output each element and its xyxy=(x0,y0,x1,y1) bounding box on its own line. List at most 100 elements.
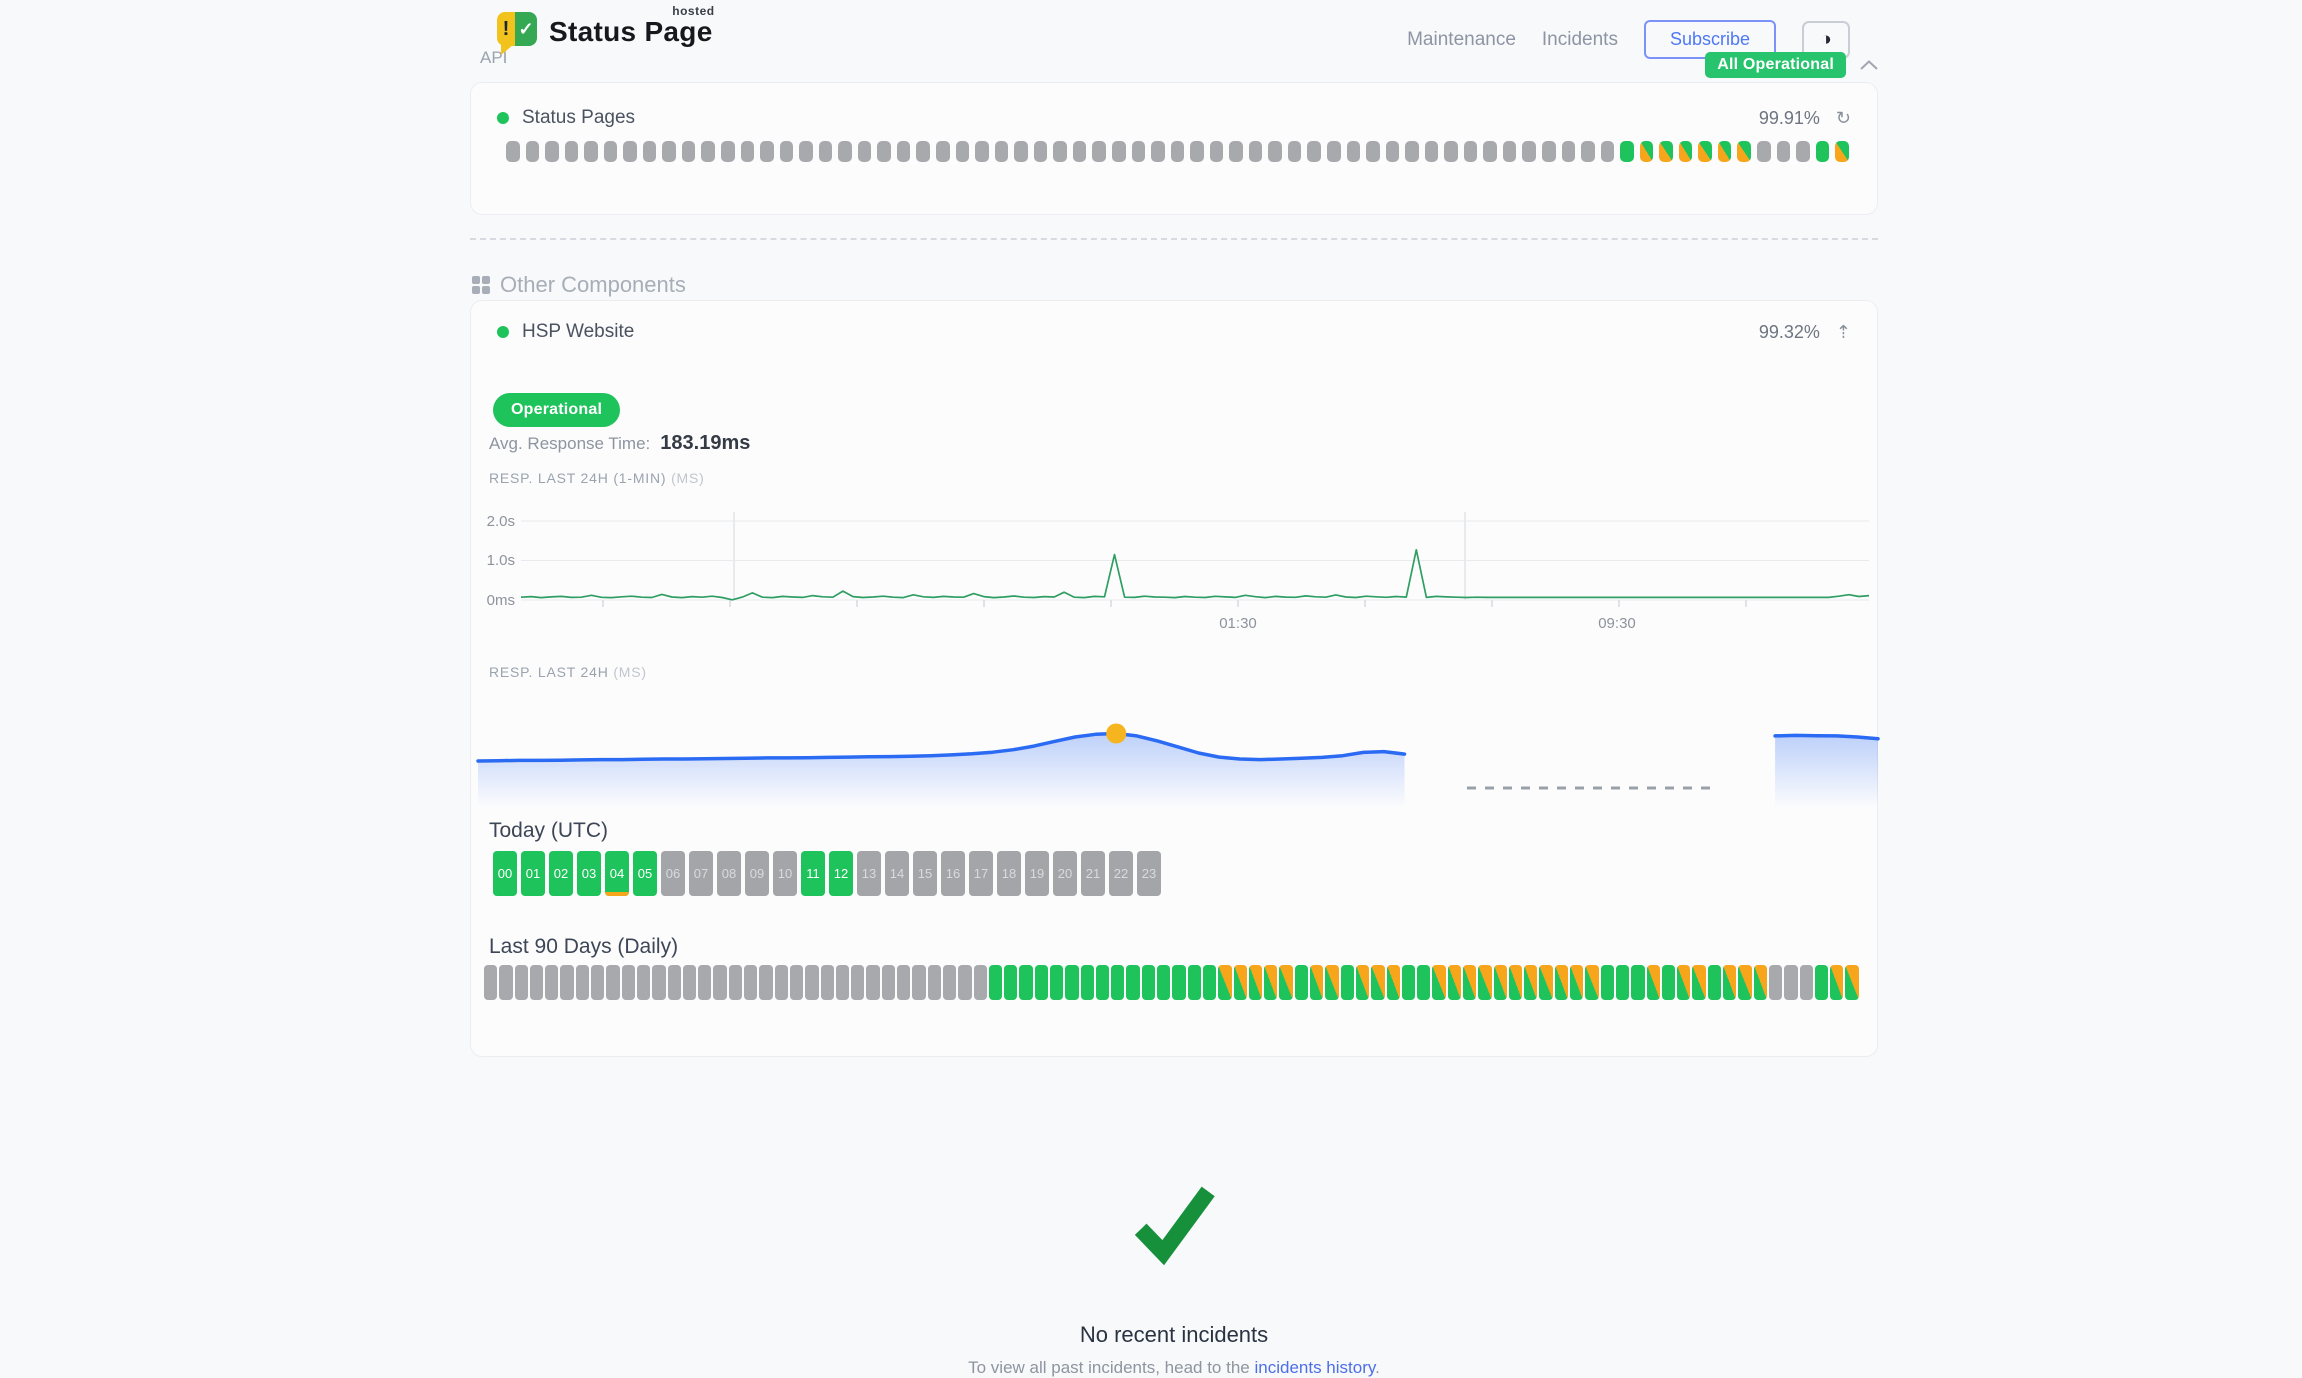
day-bar[interactable] xyxy=(1310,965,1324,1000)
uptime-bar[interactable] xyxy=(877,141,891,162)
uptime-bar[interactable] xyxy=(1053,141,1067,162)
uptime-bar[interactable] xyxy=(936,141,950,162)
logo[interactable]: ! ✓ hosted Status Page xyxy=(497,5,714,55)
day-bar[interactable] xyxy=(835,965,850,1000)
uptime-bar[interactable] xyxy=(818,141,833,162)
refresh-icon[interactable]: ↻ xyxy=(1835,107,1851,128)
uptime-bar[interactable] xyxy=(662,141,676,162)
uptime-bar[interactable] xyxy=(1502,141,1517,162)
hour-box[interactable]: 02 xyxy=(549,851,573,896)
uptime-bar[interactable] xyxy=(642,141,657,162)
day-bar[interactable] xyxy=(1753,965,1767,1000)
uptime-bar[interactable] xyxy=(1248,141,1263,162)
day-bar[interactable] xyxy=(897,965,911,1000)
day-bar[interactable] xyxy=(1126,965,1140,1000)
day-bar[interactable] xyxy=(1034,965,1048,1000)
uptime-bar[interactable] xyxy=(701,141,716,162)
day-bar[interactable] xyxy=(1615,965,1630,1000)
day-bar[interactable] xyxy=(1111,965,1125,1000)
hour-box[interactable]: 10 xyxy=(773,851,797,896)
day-bar[interactable] xyxy=(1447,965,1461,1000)
uptime-bar[interactable] xyxy=(994,141,1009,162)
day-bar[interactable] xyxy=(682,965,697,1000)
day-bar[interactable] xyxy=(1738,965,1752,1000)
day-bar[interactable] xyxy=(1218,965,1232,1000)
day-bar[interactable] xyxy=(698,965,712,1000)
hour-box[interactable]: 06 xyxy=(661,851,685,896)
day-bar[interactable] xyxy=(759,965,773,1000)
day-bar[interactable] xyxy=(591,965,605,1000)
day-bar[interactable] xyxy=(1646,965,1660,1000)
day-bar[interactable] xyxy=(851,965,865,1000)
uptime-bar[interactable] xyxy=(1796,141,1810,162)
day-bar[interactable] xyxy=(484,965,498,1000)
day-bar[interactable] xyxy=(1463,965,1477,1000)
day-bar[interactable] xyxy=(1432,965,1446,1000)
uptime-bar[interactable] xyxy=(1444,141,1458,162)
uptime-bar[interactable] xyxy=(1776,141,1791,162)
day-bar[interactable] xyxy=(514,965,528,1000)
hour-box[interactable]: 21 xyxy=(1081,851,1105,896)
hour-box[interactable]: 05 xyxy=(633,851,657,896)
uptime-bar[interactable] xyxy=(1366,141,1380,162)
day-bar[interactable] xyxy=(866,965,880,1000)
uptime-bar[interactable] xyxy=(623,141,637,162)
day-bar[interactable] xyxy=(1692,965,1706,1000)
day-bar[interactable] xyxy=(1248,965,1263,1000)
day-bar[interactable] xyxy=(1371,965,1385,1000)
uptime-bar[interactable] xyxy=(896,141,911,162)
day-bar[interactable] xyxy=(1264,965,1278,1000)
day-bar[interactable] xyxy=(1355,965,1370,1000)
day-bar[interactable] xyxy=(1677,965,1691,1000)
day-bar[interactable] xyxy=(1172,965,1186,1000)
day-bar[interactable] xyxy=(1049,965,1064,1000)
nav-maintenance[interactable]: Maintenance xyxy=(1407,28,1516,50)
day-bar[interactable] xyxy=(1294,965,1309,1000)
uptime-bar[interactable] xyxy=(1541,141,1556,162)
hour-box[interactable]: 08 xyxy=(717,851,741,896)
day-bar[interactable] xyxy=(1386,965,1400,1000)
day-bar[interactable] xyxy=(1019,965,1033,1000)
uptime-bar[interactable] xyxy=(1170,141,1185,162)
uptime-bar[interactable] xyxy=(545,141,559,162)
day-bar[interactable] xyxy=(1004,965,1018,1000)
day-bar[interactable] xyxy=(1157,965,1171,1000)
uptime-bar[interactable] xyxy=(1307,141,1321,162)
day-bar[interactable] xyxy=(606,965,620,1000)
uptime-bar[interactable] xyxy=(564,141,579,162)
uptime-bar[interactable] xyxy=(603,141,618,162)
uptime-bar[interactable] xyxy=(1561,141,1576,162)
day-bar[interactable] xyxy=(958,965,972,1000)
day-bar[interactable] xyxy=(942,965,957,1000)
hour-box[interactable]: 17 xyxy=(969,851,993,896)
day-bar[interactable] xyxy=(1478,965,1492,1000)
uptime-bar[interactable] xyxy=(1092,141,1106,162)
hour-box[interactable]: 04 xyxy=(605,851,629,896)
uptime-bar[interactable] xyxy=(1717,141,1732,162)
uptime-bar[interactable] xyxy=(1405,141,1419,162)
day-bar[interactable] xyxy=(1600,965,1614,1000)
uptime-bar[interactable] xyxy=(1268,141,1282,162)
hour-box[interactable]: 12 xyxy=(829,851,853,896)
day-bar[interactable] xyxy=(499,965,513,1000)
uptime-bar[interactable] xyxy=(799,141,813,162)
hour-box[interactable]: 07 xyxy=(689,851,713,896)
day-bar[interactable] xyxy=(774,965,788,1000)
uptime-bar[interactable] xyxy=(1600,141,1615,162)
uptime-bar[interactable] xyxy=(1209,141,1224,162)
day-bar[interactable] xyxy=(973,965,987,1000)
chevron-up-icon[interactable] xyxy=(1860,59,1878,71)
uptime-bar[interactable] xyxy=(1620,141,1634,162)
day-bar[interactable] xyxy=(1080,965,1094,1000)
uptime-bar[interactable] xyxy=(1522,141,1536,162)
hour-box[interactable]: 03 xyxy=(577,851,601,896)
uptime-bar[interactable] xyxy=(1287,141,1302,162)
uptime-bar[interactable] xyxy=(1757,141,1771,162)
hour-box[interactable]: 00 xyxy=(493,851,517,896)
day-bar[interactable] xyxy=(1554,965,1569,1000)
hour-box[interactable]: 09 xyxy=(745,851,769,896)
nav-incidents[interactable]: Incidents xyxy=(1541,28,1618,50)
day-bar[interactable] xyxy=(1417,965,1431,1000)
uptime-bar[interactable] xyxy=(1131,141,1146,162)
uptime-bar[interactable] xyxy=(1326,141,1341,162)
